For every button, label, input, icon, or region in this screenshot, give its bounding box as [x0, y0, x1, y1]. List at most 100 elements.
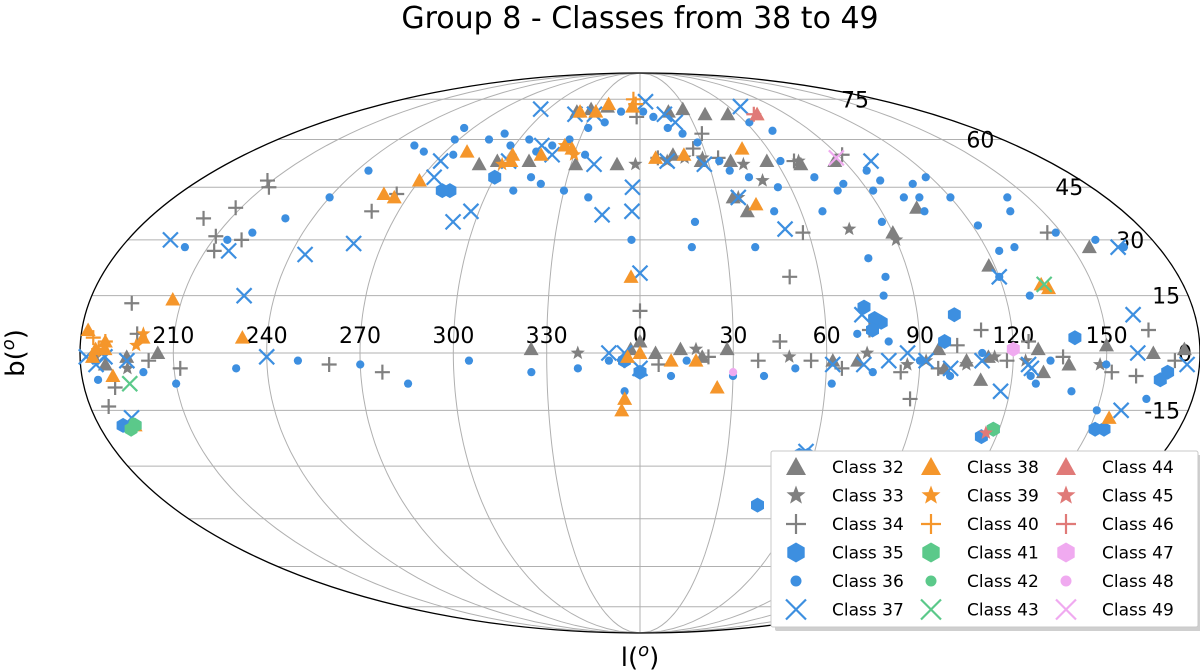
legend-label: Class 48 [1102, 572, 1174, 592]
series-class-37 [77, 93, 1196, 521]
legend-marker [1056, 514, 1076, 534]
data-point [1018, 353, 1033, 367]
series-class-34 [101, 109, 1183, 513]
data-point [667, 114, 684, 131]
data-point [600, 344, 618, 362]
data-point [548, 141, 557, 150]
series-class-41 [124, 417, 1000, 437]
data-point [495, 156, 510, 171]
data-point [992, 383, 1009, 400]
data-point [136, 326, 151, 340]
longitude-tick-label: 90 [906, 324, 934, 349]
data-point [795, 225, 811, 241]
longitude-tick-label: 270 [339, 324, 381, 349]
data-point [719, 341, 735, 356]
data-point [773, 183, 783, 192]
data-point [419, 147, 428, 156]
data-point [685, 141, 701, 157]
data-point [663, 123, 672, 133]
data-point [532, 100, 549, 118]
legend-marker [786, 457, 806, 475]
data-point [91, 341, 107, 357]
latitude-tick-label: 45 [1055, 176, 1083, 201]
data-point [687, 243, 696, 252]
data-point [791, 364, 800, 373]
legend-marker [786, 485, 806, 504]
data-point [172, 379, 181, 388]
data-point [688, 341, 704, 356]
data-point [750, 353, 766, 369]
data-point [633, 364, 647, 380]
data-point [432, 152, 449, 170]
data-point [730, 189, 747, 206]
data-point [715, 156, 724, 166]
chart-title: Group 8 - Classes from 38 to 49 [401, 1, 878, 36]
data-point [893, 364, 909, 380]
series-class-42 [129, 417, 138, 426]
data-point [981, 258, 997, 272]
data-point [1129, 344, 1147, 362]
data-point [827, 379, 836, 388]
data-point [1006, 341, 1020, 357]
data-point [488, 169, 502, 185]
data-point [1092, 357, 1108, 371]
legend-label: Class 35 [832, 544, 904, 564]
data-point [803, 353, 819, 369]
data-point [1046, 356, 1055, 365]
data-point [228, 200, 244, 216]
legend-label: Class 38 [967, 458, 1039, 478]
data-point [631, 360, 649, 377]
data-point [1081, 239, 1097, 254]
data-point [220, 242, 237, 260]
data-point [105, 368, 121, 383]
data-point [525, 135, 534, 144]
legend-label: Class 41 [967, 544, 1039, 564]
legend-marker [790, 575, 802, 587]
data-point [834, 147, 850, 163]
data-point [751, 243, 760, 252]
data-point [1112, 402, 1130, 419]
series-class-40 [85, 91, 644, 357]
legend-marker [925, 575, 937, 587]
data-point [755, 173, 770, 187]
data-point [709, 379, 725, 394]
data-point [776, 220, 794, 238]
data-point [1035, 364, 1051, 379]
data-point [527, 368, 536, 377]
data-point [585, 155, 603, 173]
data-point [1102, 360, 1111, 369]
data-point [853, 306, 871, 323]
data-point [1153, 372, 1167, 388]
data-point [915, 193, 924, 202]
series-class-36 [93, 102, 1151, 415]
data-point [139, 368, 148, 377]
data-point [623, 269, 639, 283]
legend-marker [920, 598, 942, 621]
legend-box [770, 450, 1199, 628]
data-point [1167, 353, 1183, 369]
latitude-tick-label: 15 [1152, 285, 1180, 310]
data-point [500, 129, 509, 138]
data-point [676, 147, 692, 161]
series-class-49 [828, 149, 845, 167]
legend-label: Class 42 [967, 572, 1039, 592]
data-point [364, 203, 380, 219]
data-point [118, 352, 136, 369]
data-point [600, 118, 609, 127]
data-point [1092, 406, 1101, 415]
data-point [1023, 360, 1040, 377]
data-point [1010, 243, 1019, 252]
data-point [628, 156, 643, 171]
data-point [973, 221, 983, 230]
data-point [1109, 238, 1127, 256]
longitude-tick-label: 240 [246, 324, 288, 349]
data-point [223, 235, 232, 245]
data-point [842, 221, 857, 236]
latitude-tick-label: 75 [841, 88, 869, 113]
data-point [565, 135, 574, 144]
data-point [601, 96, 617, 111]
longitude-tick-label: 30 [719, 324, 747, 349]
data-point [120, 360, 135, 375]
series-class-43 [121, 276, 1053, 392]
data-point [471, 156, 487, 171]
